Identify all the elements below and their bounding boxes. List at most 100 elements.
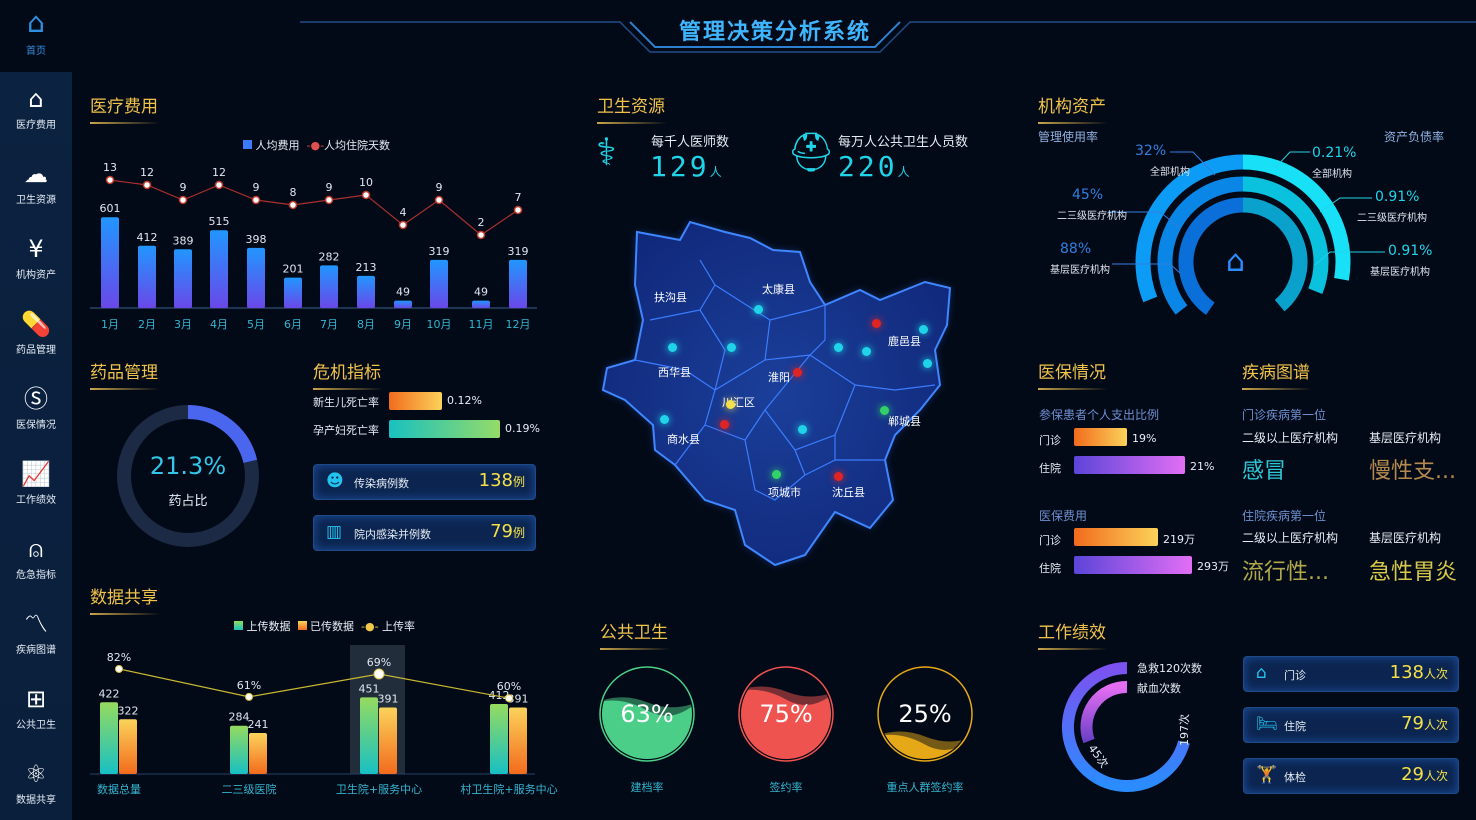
ins-bar: [1074, 428, 1127, 446]
nav-label: 卫生资源: [16, 195, 56, 206]
district-label[interactable]: 扶沟县: [654, 291, 687, 304]
point-label: 12: [140, 166, 154, 179]
infectious-cases-card[interactable]: ☻ 传染病例数 138例: [313, 464, 536, 500]
public-health-title: 公共卫生: [600, 618, 670, 656]
district-label[interactable]: 淮阳: [768, 371, 790, 384]
debt-label: 二三级医疗机构: [1357, 213, 1427, 224]
disease-title: 疾病图谱: [1242, 358, 1312, 396]
gauge-arc: [1242, 154, 1351, 281]
bar: [247, 247, 265, 308]
debt-value: 0.91%: [1375, 189, 1420, 205]
district-map[interactable]: [595, 210, 965, 580]
gauge-label: 重点人群签约率: [886, 781, 964, 794]
drug-ratio-label: 药占比: [168, 494, 208, 509]
bar-label: 398: [246, 233, 267, 246]
ins-value: 219万: [1163, 533, 1195, 546]
district-label[interactable]: 项城市: [768, 486, 801, 499]
house-yen-icon: ⌂: [28, 85, 44, 113]
header-frame: [300, 21, 1476, 53]
bar-label: 241: [248, 718, 269, 731]
map-marker: [726, 400, 735, 409]
performance-ring-chart: [1061, 662, 1190, 792]
sidebar-item-2[interactable]: ☁ 卫生资源: [0, 159, 72, 206]
ambulance-ring: [1061, 662, 1190, 792]
gauge-ring: [738, 666, 834, 762]
sidebar-item-7[interactable]: ⍝ 危急指标: [0, 534, 72, 581]
bar-label: 201: [283, 263, 304, 276]
bar-label: 284: [229, 711, 250, 724]
leader-line: [1112, 263, 1181, 274]
sidebar-item-3[interactable]: ¥ 机构资产: [0, 234, 72, 281]
ins-value: 293万: [1197, 560, 1229, 573]
map-marker: [720, 420, 729, 429]
bar-label: 319: [429, 245, 450, 258]
drug-title: 药品管理: [90, 358, 160, 396]
debt-label: 全部机构: [1312, 169, 1352, 180]
map-marker: [862, 347, 871, 356]
nurse-icon: ⛑: [787, 130, 836, 174]
bar: [490, 703, 508, 774]
ins-value: 21%: [1190, 460, 1215, 473]
performance-card[interactable]: ⌂ 门诊 138人次: [1243, 656, 1459, 692]
performance-card[interactable]: 🛏 住院 79人次: [1243, 707, 1459, 743]
bar-label: 322: [118, 704, 139, 717]
district-label[interactable]: 太康县: [762, 283, 795, 296]
crisis-bar: [389, 392, 442, 410]
district-label[interactable]: 商水县: [667, 433, 700, 446]
x-tick-label: 2月: [138, 318, 156, 331]
inpatient-disease-title: 住院疾病第一位: [1242, 509, 1327, 523]
bar: [138, 245, 156, 308]
card-unit: 人次: [1423, 769, 1448, 783]
bell-icon: ⍝: [28, 535, 44, 563]
card-unit: 例: [512, 475, 525, 489]
legend-item: 上传率: [382, 620, 416, 633]
ins-bar: [1074, 556, 1192, 574]
usage-label: 二三级医疗机构: [1057, 211, 1127, 222]
bar: [430, 259, 448, 308]
x-tick-label: 10月: [427, 318, 452, 331]
nav-label: 疾病图谱: [16, 645, 56, 656]
medical-cost-chart: 6011月4122月3893月5154月3985月2016月2827月2138月…: [90, 161, 537, 331]
bar-label: 451: [359, 682, 380, 695]
blood-donation-ring: [1080, 680, 1128, 744]
bar-label: 422: [99, 687, 120, 700]
ratio-title: 参保患者个人支出比例: [1039, 408, 1160, 422]
crisis-bar-label: 新生儿死亡率: [313, 396, 379, 409]
point-label: 7: [515, 191, 522, 204]
usage-label: 全部机构: [1150, 167, 1190, 178]
bar: [284, 277, 302, 308]
ins-label: 门诊: [1039, 434, 1061, 447]
line-point: [178, 195, 188, 205]
hospital-infection-card[interactable]: ▥ 院内感染并例数 79例: [313, 515, 536, 551]
line-point: [251, 195, 261, 205]
sidebar-item-10[interactable]: ⚛ 数据共享: [0, 759, 72, 806]
chart2-legend: 上传数据 已传数据 -●- 上传率: [234, 618, 415, 634]
nav-home[interactable]: ⌂ 首页: [0, 0, 72, 72]
district-label[interactable]: 郸城县: [888, 415, 921, 428]
sidebar-item-9[interactable]: ⊞ 公共卫生: [0, 684, 72, 731]
debt-value: 0.21%: [1312, 145, 1357, 161]
bar: [101, 217, 119, 308]
district-label[interactable]: 沈丘县: [832, 486, 865, 499]
crisis-bar-value: 0.12%: [447, 394, 482, 407]
gauge-value: 63%: [620, 700, 674, 728]
sidebar-item-5[interactable]: Ⓢ 医保情况: [0, 384, 72, 431]
assets-title: 机构资产: [1038, 92, 1108, 130]
rate-label: 69%: [367, 656, 391, 669]
district-label[interactable]: 西华县: [658, 366, 691, 379]
coin-stack-icon: ¥: [28, 235, 44, 263]
chart1-legend: 人均费用 -●-人均住院天数: [243, 137, 390, 153]
performance-card[interactable]: 🏋 体检 29人次: [1243, 758, 1459, 794]
sidebar-item-1[interactable]: ⌂ 医疗费用: [0, 84, 72, 131]
x-tick-label: 二三级医院: [222, 782, 277, 796]
sidebar-item-4[interactable]: 💊 药品管理: [0, 309, 72, 356]
bar-label: 319: [508, 245, 529, 258]
sidebar-item-8[interactable]: 〽疾病图谱: [0, 609, 72, 656]
nav-label: 机构资产: [16, 270, 56, 281]
pulse-chart-icon: 〽: [24, 610, 48, 638]
legend-item: 已传数据: [310, 620, 354, 633]
map-marker: [793, 368, 802, 377]
ins-bar: [1074, 528, 1158, 546]
district-label[interactable]: 鹿邑县: [888, 335, 921, 348]
sidebar-item-6[interactable]: 📈 工作绩效: [0, 459, 72, 506]
